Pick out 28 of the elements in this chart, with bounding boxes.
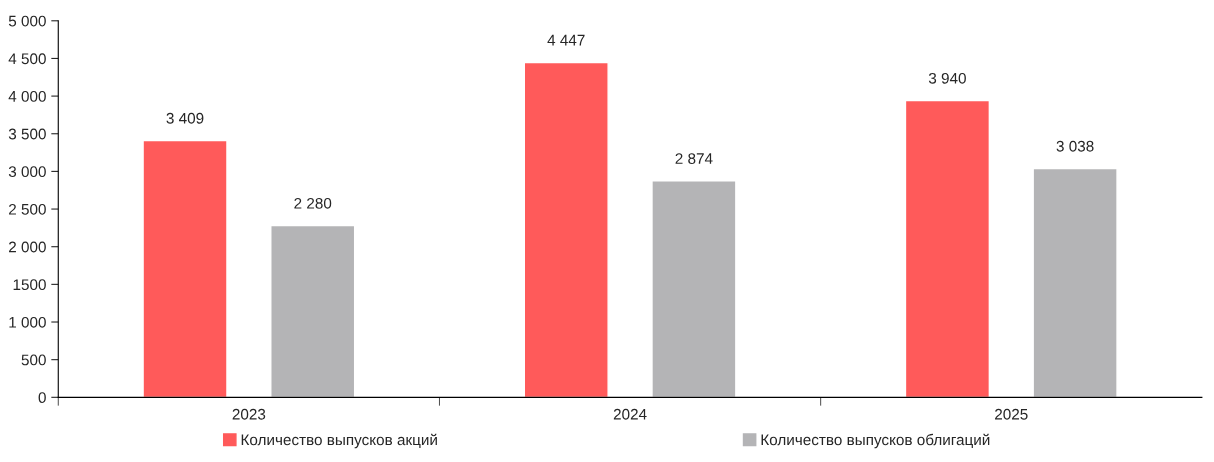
bar <box>904 99 991 398</box>
y-tick-label: 4 500 <box>8 53 46 65</box>
data-label: 3 409 <box>166 112 204 124</box>
y-tick-label: 4 000 <box>8 90 46 102</box>
bar <box>651 180 737 398</box>
data-label: 2 280 <box>294 197 332 209</box>
data-label: 4 447 <box>547 34 585 46</box>
x-tick-label: 2025 <box>995 408 1028 420</box>
x-tick-label: 2024 <box>613 408 647 420</box>
bar <box>142 139 228 398</box>
data-label: 2 874 <box>675 153 713 164</box>
legend-label: Количество выпусков акций <box>241 433 437 449</box>
y-tick-label: 2 500 <box>9 203 46 215</box>
y-tick-label: 3 500 <box>8 128 46 140</box>
bar <box>523 61 609 398</box>
y-tick-label: 500 <box>21 354 46 366</box>
y-tick-label: 1 000 <box>9 316 46 328</box>
y-tick-label: 1500 <box>13 279 46 291</box>
data-label: 3 038 <box>1056 140 1094 152</box>
bar <box>1032 167 1118 398</box>
y-tick-label: 3 000 <box>8 166 46 178</box>
y-tick-label: 0 <box>38 392 46 404</box>
y-tick-label: 2 000 <box>9 241 46 253</box>
y-tick-label: 5 000 <box>8 15 46 27</box>
x-tick-label: 2023 <box>232 408 266 420</box>
data-label: 3 940 <box>928 72 966 84</box>
bar <box>270 224 356 398</box>
legend-label: Количество выпусков облигаций <box>761 433 990 449</box>
